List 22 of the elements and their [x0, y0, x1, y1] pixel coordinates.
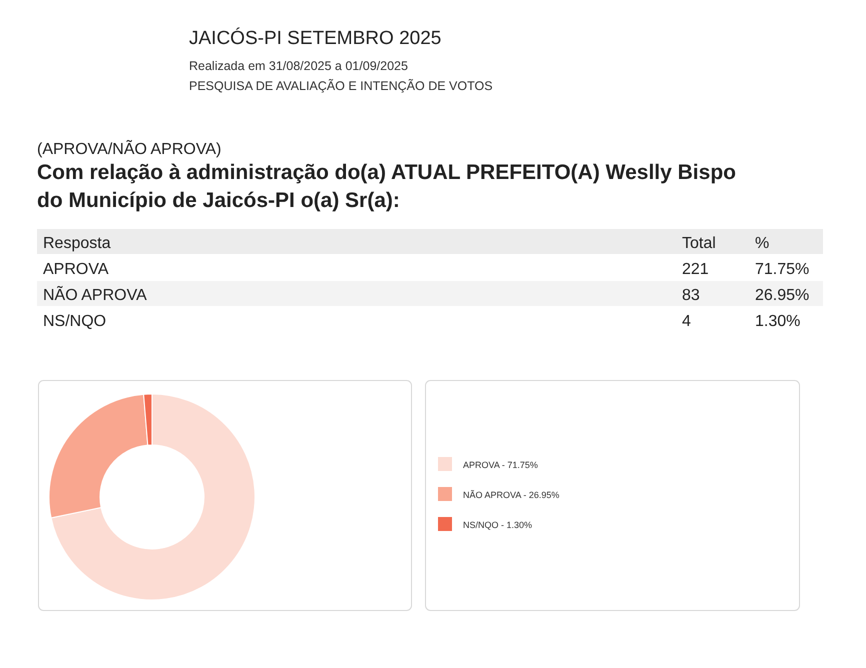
text: 4	[682, 313, 691, 330]
text: APROVA	[43, 261, 109, 278]
text: 26.95%	[755, 287, 810, 304]
text: Realizada em 31/08/2025 a 01/09/2025	[189, 59, 408, 73]
legend-label: NÃO APROVA - 26.95%	[463, 490, 560, 500]
text: NÃO APROVA	[43, 285, 148, 304]
text: 83	[682, 287, 700, 304]
text: 1.30%	[755, 313, 800, 330]
text: do Município de Jaicós-PI o(a) Sr(a):	[37, 189, 400, 212]
text: Total	[682, 235, 716, 252]
donut-slice	[50, 394, 256, 600]
text: PESQUISA DE AVALIAÇÃO E INTENÇÃO DE VOTOS	[189, 79, 493, 93]
text: %	[755, 235, 770, 252]
legend-label: APROVA - 71.75%	[463, 460, 538, 470]
text: (APROVA/NÃO APROVA)	[37, 139, 222, 158]
legend-label: NS/NQO - 1.30%	[463, 520, 532, 530]
text: Resposta	[43, 235, 111, 252]
text: 221	[682, 261, 709, 278]
text: NS/NQO	[43, 313, 106, 330]
text: 71.75%	[755, 261, 810, 278]
text: Com relação à administração do(a) ATUAL PREFEITO(A) Weslly Bispo	[37, 161, 736, 184]
text: JAICÓS-PI SETEMBRO 2025	[189, 27, 442, 49]
